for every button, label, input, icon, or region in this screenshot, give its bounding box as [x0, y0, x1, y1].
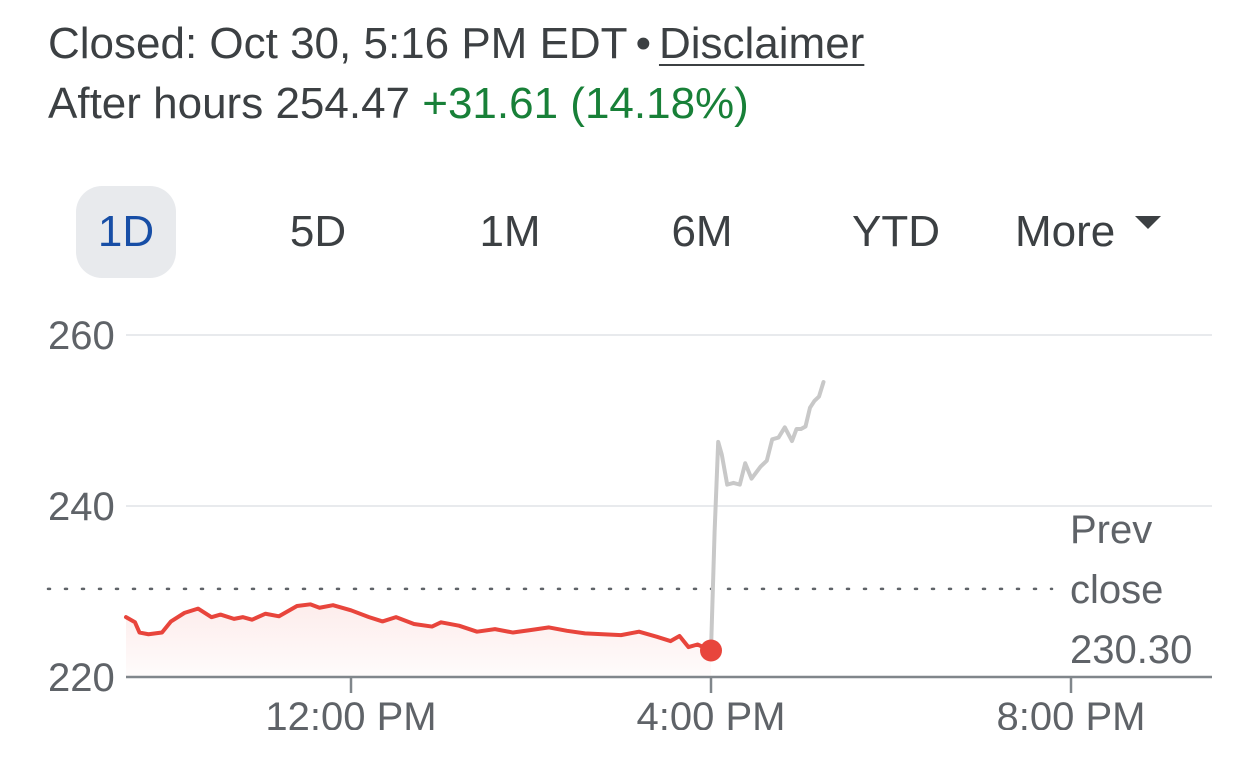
prev-close-line2: close — [1070, 568, 1164, 612]
prev-close-label: Prev close 230.30 — [1070, 500, 1192, 680]
status-text: Closed: Oct 30, 5:16 PM EDT — [48, 19, 628, 68]
market-status: Closed: Oct 30, 5:16 PM EDT • Disclaimer — [48, 14, 864, 74]
tab-1d[interactable]: 1D — [76, 186, 176, 278]
disclaimer-link[interactable]: Disclaimer — [658, 19, 865, 68]
session-line — [124, 602, 713, 653]
prev-close-line1: Prev — [1070, 508, 1153, 552]
after-hours-line — [709, 380, 826, 653]
y-tick-label-260: 260 — [48, 314, 115, 358]
x-tick-label-2: 8:00 PM — [997, 695, 1146, 730]
after-hours-quote: After hours 254.47 +31.61 (14.18%) — [48, 74, 749, 134]
after-hours-label: After hours — [48, 79, 264, 128]
after-hours-price: 254.47 — [275, 79, 411, 128]
tab-5d[interactable]: 5D — [289, 207, 347, 256]
price-chart: 220 240 260 12:00 PM 4:00 PM 8:00 PM — [46, 314, 1212, 730]
y-tick-label-220: 220 — [48, 656, 115, 700]
after-hours-change: +31.61 (14.18%) — [422, 79, 749, 128]
x-tick-label-1: 4:00 PM — [637, 695, 786, 730]
close-point-marker — [700, 639, 722, 662]
tab-more[interactable]: More — [1015, 186, 1195, 278]
tab-1m[interactable]: 1M — [479, 207, 541, 256]
more-label: More — [1015, 207, 1116, 256]
tab-ytd[interactable]: YTD — [852, 207, 940, 256]
session-area — [126, 604, 711, 677]
tab-6m[interactable]: 6M — [671, 207, 733, 256]
x-tick-label-0: 12:00 PM — [265, 695, 436, 730]
prev-close-value: 230.30 — [1070, 628, 1193, 672]
dropdown-caret-icon — [1135, 215, 1162, 229]
range-tabs: 1D 5D 1M 6M YTD More — [0, 186, 1260, 278]
y-tick-label-240: 240 — [48, 485, 115, 529]
separator-dot: • — [635, 19, 651, 68]
